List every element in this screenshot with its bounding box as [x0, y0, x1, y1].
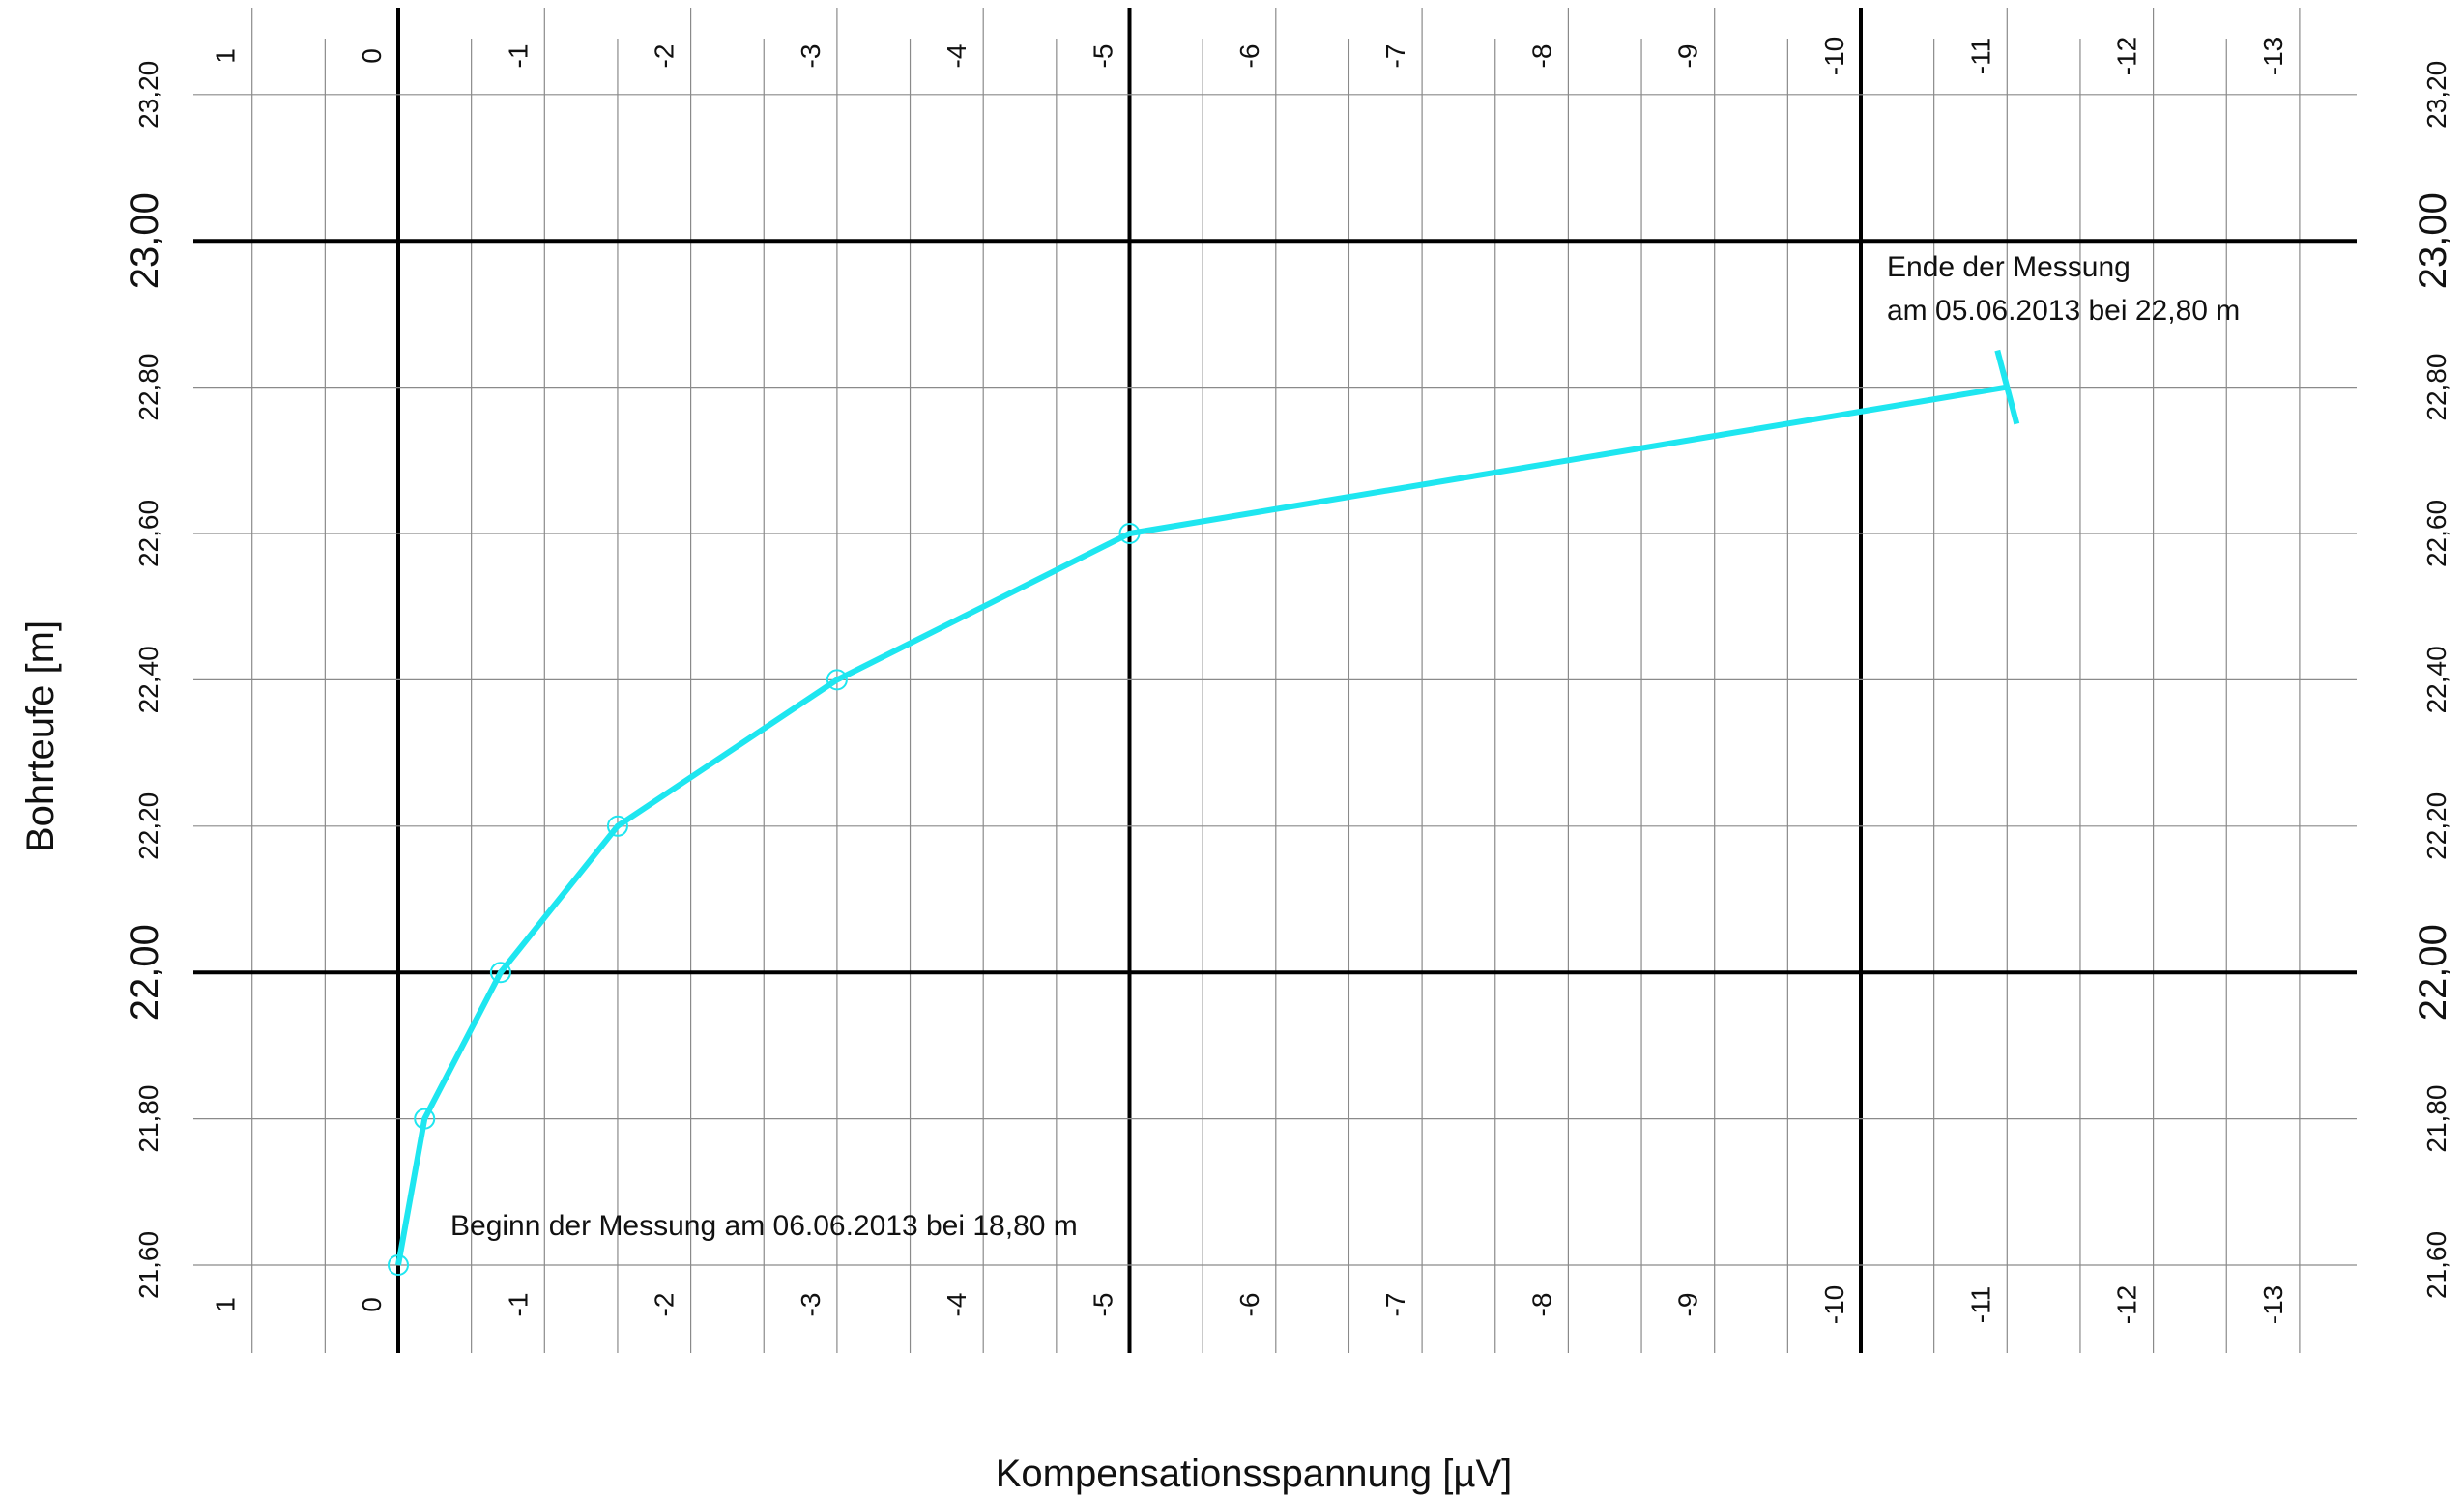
x-tick-label-bottom: -8 — [1526, 1293, 1556, 1317]
grid — [193, 8, 2357, 1353]
y-tick-label-right: 21,60 — [2421, 1231, 2451, 1299]
y-tick-label-left: 21,80 — [133, 1085, 163, 1153]
y-tick-label-right: 23,00 — [2412, 192, 2454, 289]
x-tick-label-top: -3 — [796, 44, 826, 69]
y-tick-label-right: 21,80 — [2421, 1085, 2451, 1153]
annotation-end-line2: am 05.06.2013 bei 22,80 m — [1887, 295, 2240, 327]
data-point-marker — [826, 669, 848, 691]
x-tick-label-bottom: -1 — [503, 1293, 533, 1317]
x-tick-label-bottom: 0 — [357, 1297, 387, 1312]
y-tick-label-right: 22,60 — [2421, 500, 2451, 567]
y-tick-label-left: 22,60 — [133, 500, 163, 567]
x-axis-title: Kompensationsspannung [µV] — [996, 1453, 1513, 1495]
y-axis-title: Bohrteufe [m] — [19, 620, 62, 852]
x-tick-label-bottom: -4 — [942, 1293, 971, 1317]
x-tick-label-bottom: -12 — [2112, 1285, 2142, 1324]
x-tick-label-bottom: -7 — [1380, 1293, 1410, 1317]
end-marker — [1994, 349, 2020, 425]
data-point-marker — [388, 1254, 409, 1276]
y-tick-label-right: 22,20 — [2421, 792, 2451, 860]
y-tick-label-right: 23,20 — [2421, 61, 2451, 129]
series-line-group — [388, 349, 2020, 1276]
y-tick-label-left: 22,00 — [124, 924, 166, 1021]
x-tick-label-top: -5 — [1088, 44, 1118, 69]
x-tick-label-bottom: 1 — [211, 1297, 241, 1312]
x-tick-label-bottom: -11 — [1965, 1286, 1995, 1323]
data-point-marker — [414, 1108, 436, 1130]
y-tick-label-right: 22,80 — [2421, 354, 2451, 421]
x-tick-label-top: -10 — [1819, 37, 1849, 75]
data-point-marker — [606, 815, 628, 837]
x-tick-label-top: 0 — [357, 48, 387, 64]
x-tick-label-top: -1 — [503, 44, 533, 69]
x-tick-label-top: 1 — [211, 48, 241, 64]
y-tick-label-left: 22,20 — [133, 792, 163, 860]
x-tick-label-top: -9 — [1673, 44, 1703, 69]
y-tick-label-right: 22,00 — [2412, 924, 2454, 1021]
annotations: Beginn der Messung am 06.06.2013 bei 18,… — [450, 251, 2240, 1242]
x-tick-label-bottom: -6 — [1234, 1293, 1264, 1317]
x-tick-label-top: -7 — [1380, 44, 1410, 69]
x-tick-label-bottom: -5 — [1088, 1293, 1118, 1317]
y-tick-label-left: 22,80 — [133, 354, 163, 421]
y-tick-label-left: 23,00 — [124, 192, 166, 289]
x-tick-label-bottom: -2 — [650, 1293, 680, 1317]
series-line — [395, 384, 2008, 1266]
y-tick-label-left: 22,40 — [133, 646, 163, 713]
annotation-end-line1: Ende der Messung — [1887, 251, 2131, 283]
x-tick-label-top: -11 — [1965, 38, 1995, 74]
tick-labels: 1 1 0 0 -1 -1 -2 -2 -3 -3 -4 -4 -5 -5 -6 -6 -7 -7 -8 -8 -9 -9… — [124, 37, 2454, 1324]
x-tick-label-top: -2 — [650, 44, 680, 69]
x-tick-label-top: -12 — [2112, 37, 2142, 75]
x-tick-label-top: -8 — [1526, 44, 1556, 69]
annotation-begin: Beginn der Messung am 06.06.2013 bei 18,… — [450, 1210, 1078, 1242]
x-tick-label-top: -4 — [942, 44, 971, 69]
y-tick-label-left: 23,20 — [133, 61, 163, 129]
x-tick-label-bottom: -13 — [2258, 1285, 2288, 1324]
x-tick-label-top: -13 — [2258, 37, 2288, 75]
x-tick-label-top: -6 — [1234, 44, 1264, 69]
y-tick-label-left: 21,60 — [133, 1231, 163, 1299]
y-tick-label-right: 22,40 — [2421, 646, 2451, 713]
x-tick-label-bottom: -9 — [1673, 1293, 1703, 1317]
data-point-marker — [1118, 523, 1141, 544]
data-point-marker — [489, 962, 511, 984]
x-tick-label-bottom: -3 — [796, 1293, 826, 1317]
x-tick-label-bottom: -10 — [1819, 1285, 1849, 1324]
